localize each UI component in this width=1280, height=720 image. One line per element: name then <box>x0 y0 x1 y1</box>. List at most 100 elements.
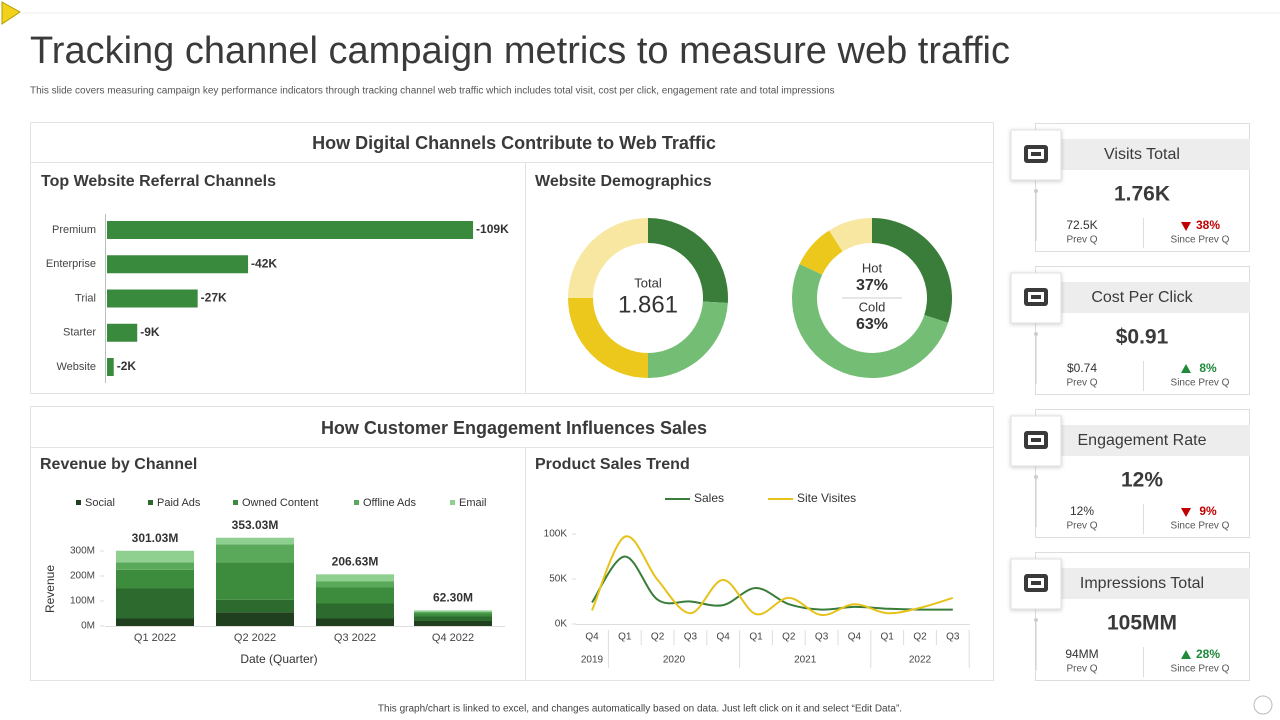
bar <box>107 358 114 376</box>
donut-segment <box>648 301 728 378</box>
kpi-prev-value: 12% <box>1070 504 1094 518</box>
donut-segment <box>799 230 843 275</box>
chart-title: Product Sales Trend <box>535 456 690 473</box>
y-tick-label: Starter <box>63 327 96 339</box>
y-axis-label: Revenue <box>43 565 57 613</box>
kpi-change: 38% <box>1196 218 1220 232</box>
kpi-title: Engagement Rate <box>1078 432 1207 449</box>
legend-label: Social <box>85 497 115 509</box>
kpi-change: 8% <box>1199 361 1217 375</box>
center-label: Hot <box>862 260 883 275</box>
y-tick-label: Premium <box>52 224 96 236</box>
section-title: How Customer Engagement Influences Sales <box>321 418 707 438</box>
y-tick-label: 100M <box>70 596 95 607</box>
bar-segment <box>316 574 394 582</box>
y-tick-label: 200M <box>70 571 95 582</box>
chart-layer: Premium -109K Enterprise -42K Trial -27K Start… <box>43 123 1250 681</box>
legend-label: Site Visites <box>797 491 856 505</box>
bar-segment <box>116 562 194 570</box>
kpi-change: 9% <box>1199 504 1217 518</box>
legend-label: Paid Ads <box>157 497 201 509</box>
card-guide-dot <box>1034 189 1038 193</box>
center-value: 63% <box>856 316 888 333</box>
data-label: -9K <box>140 325 160 339</box>
x-tick-label: Q4 2022 <box>432 632 474 644</box>
bar-segment <box>216 599 294 613</box>
legend-swatch <box>148 500 153 505</box>
icon <box>1031 438 1041 442</box>
x-tick-label: Q2 <box>782 632 796 643</box>
x-tick-label: Q2 <box>651 632 665 643</box>
data-label: -42K <box>251 256 277 270</box>
legend-swatch <box>354 500 359 505</box>
kpi-value: 1.76K <box>1114 183 1170 206</box>
kpi-value: 105MM <box>1107 612 1177 635</box>
bar-segment <box>414 613 492 617</box>
bar-segment <box>414 611 492 614</box>
x-tick-label: Q1 2022 <box>134 632 176 644</box>
icon <box>1031 581 1041 585</box>
x-tick-label: Q4 <box>717 632 731 643</box>
total-label: 301.03M <box>132 531 179 545</box>
kpi-header <box>1060 568 1250 599</box>
chart-title: Website Demographics <box>535 173 712 190</box>
bar-segment <box>316 581 394 588</box>
card-guide-dot <box>1034 475 1038 479</box>
kpi-prev-value: $0.74 <box>1067 361 1097 375</box>
icon <box>1031 295 1041 299</box>
total-label: 206.63M <box>332 555 379 569</box>
footer-note: This graph/chart is linked to excel, and… <box>378 704 902 715</box>
kpi-change-label: Since Prev Q <box>1171 235 1230 246</box>
page-title: Tracking channel campaign metrics to mea… <box>30 30 1010 72</box>
legend-label: Email <box>459 497 487 509</box>
card-guide-dot <box>1034 618 1038 622</box>
legend-label: Sales <box>694 491 724 505</box>
donut-segment <box>568 298 648 378</box>
bar-segment <box>116 588 194 619</box>
y-tick-label: Trial <box>75 292 96 304</box>
center-value: 37% <box>856 277 888 294</box>
group-label: 2022 <box>909 655 932 666</box>
legend-label: Owned Content <box>242 497 318 509</box>
x-tick-label: Q3 2022 <box>334 632 376 644</box>
y-tick-label: 0M <box>81 621 95 632</box>
group-label: 2021 <box>794 655 817 666</box>
bar-segment <box>414 616 492 621</box>
change-arrow <box>1181 508 1191 517</box>
kpi-value: 12% <box>1121 469 1163 492</box>
bar-segment <box>116 569 194 589</box>
page-subtitle: This slide covers measuring campaign key… <box>30 86 835 97</box>
x-tick-label: Q4 <box>848 632 862 643</box>
kpi-title: Visits Total <box>1104 146 1180 163</box>
bar-segment <box>414 621 492 626</box>
bar <box>107 221 474 239</box>
kpi-title: Impressions Total <box>1080 575 1204 592</box>
total-label: 62.30M <box>433 591 473 605</box>
line-series <box>591 555 953 611</box>
y-tick-label: Enterprise <box>46 258 96 270</box>
legend-swatch <box>76 500 81 505</box>
change-arrow <box>1181 650 1191 659</box>
line-series <box>591 535 954 617</box>
kpi-change-label: Since Prev Q <box>1171 521 1230 532</box>
kpi-prev-label: Prev Q <box>1066 521 1097 532</box>
bar-segment <box>316 618 394 626</box>
y-tick-label: 50K <box>549 574 567 585</box>
x-tick-label: Q1 <box>749 632 763 643</box>
bar <box>107 289 198 308</box>
group-label: 2019 <box>581 655 604 666</box>
center-label: Cold <box>859 299 886 314</box>
donut-segment <box>829 218 872 252</box>
kpi-prev-value: 72.5K <box>1066 218 1097 232</box>
kpi-value: $0.91 <box>1116 326 1169 349</box>
chart-title: Top Website Referral Channels <box>41 173 276 190</box>
center-label: Total <box>634 275 662 290</box>
bar-segment <box>216 537 294 545</box>
group-label: 2020 <box>663 655 686 666</box>
bar-segment <box>116 550 194 563</box>
bar <box>107 323 138 342</box>
donut-segment <box>872 218 952 323</box>
kpi-title: Cost Per Click <box>1091 289 1193 306</box>
bar-segment <box>414 610 492 612</box>
